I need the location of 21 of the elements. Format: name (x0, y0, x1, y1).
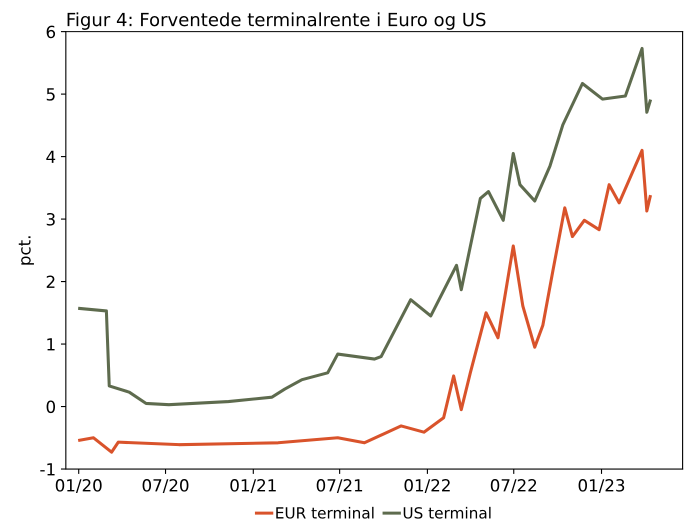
y-axis-title: pct. (18, 236, 34, 265)
y-tick-label: 0 (46, 400, 56, 414)
x-tick-label: 07/21 (316, 479, 362, 493)
legend-label: US terminal (404, 506, 491, 519)
x-tick-label: 01/20 (56, 479, 102, 493)
y-tick-label: -1 (40, 463, 55, 476)
chart-title: Figur 4: Forventede terminalrente i Euro og US (68, 12, 486, 30)
y-tick-label: 3 (46, 213, 55, 226)
legend-label: EUR terminal (276, 506, 374, 519)
y-tick-label: 2 (46, 276, 54, 288)
y-tick-label: 6 (46, 26, 56, 38)
y-tick-label: 5 (46, 88, 55, 101)
x-tick-label: 01/21 (230, 479, 276, 493)
line-series (78, 46, 652, 406)
x-tick-label: 01/23 (578, 479, 624, 493)
x-tick-label: 01/22 (404, 479, 450, 493)
y-tick-label: 1 (47, 338, 55, 350)
x-tick-label: 07/20 (142, 479, 188, 493)
y-tick-label: 4 (46, 150, 56, 163)
x-tick-label: 07/22 (490, 479, 536, 493)
line-series (78, 148, 652, 454)
